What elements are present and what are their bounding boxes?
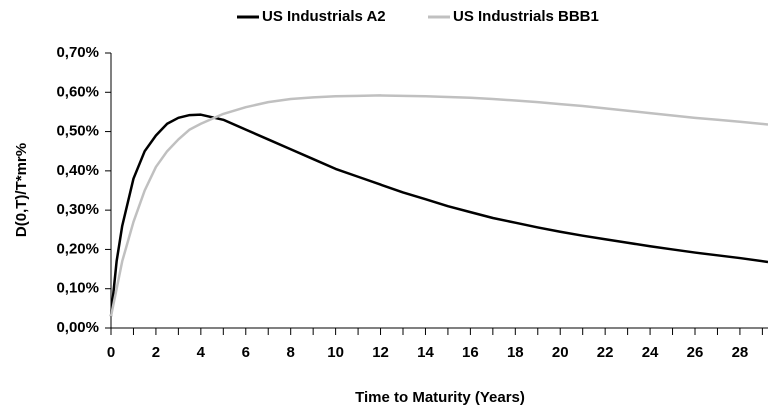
series-line bbox=[109, 113, 768, 317]
x-tick-label: 16 bbox=[462, 344, 479, 361]
y-tick-label: 0,50% bbox=[56, 123, 99, 140]
legend-label: US Industrials BBB1 bbox=[453, 8, 599, 25]
y-tick-label: 0,40% bbox=[56, 162, 99, 179]
x-tick-label: 4 bbox=[197, 344, 206, 361]
x-tick-label: 6 bbox=[242, 344, 250, 361]
y-tick-label: 0,30% bbox=[56, 201, 99, 218]
x-tick-label: 14 bbox=[417, 344, 434, 361]
legend-label: US Industrials A2 bbox=[262, 8, 386, 25]
y-tick-label: 0,00% bbox=[56, 319, 99, 336]
y-tick-label: 0,70% bbox=[56, 44, 99, 61]
x-axis-label: Time to Maturity (Years) bbox=[355, 389, 525, 406]
x-tick-label: 10 bbox=[327, 344, 344, 361]
x-tick-label: 0 bbox=[107, 344, 115, 361]
x-tick-label: 26 bbox=[687, 344, 704, 361]
x-tick-label: 8 bbox=[287, 344, 295, 361]
x-tick-label: 22 bbox=[597, 344, 614, 361]
x-tick-label: 12 bbox=[372, 344, 389, 361]
x-tick-label: 18 bbox=[507, 344, 524, 361]
y-tick-label: 0,20% bbox=[56, 240, 99, 257]
x-tick-label: 20 bbox=[552, 344, 569, 361]
y-tick-label: 0,60% bbox=[56, 83, 99, 100]
x-tick-label: 28 bbox=[732, 344, 749, 361]
x-tick-label: 24 bbox=[642, 344, 659, 361]
x-tick-label: 2 bbox=[152, 344, 160, 361]
y-axis-label: D(0,T)/T*mr% bbox=[13, 143, 30, 237]
y-tick-label: 0,10% bbox=[56, 280, 99, 297]
series-line bbox=[109, 94, 768, 317]
